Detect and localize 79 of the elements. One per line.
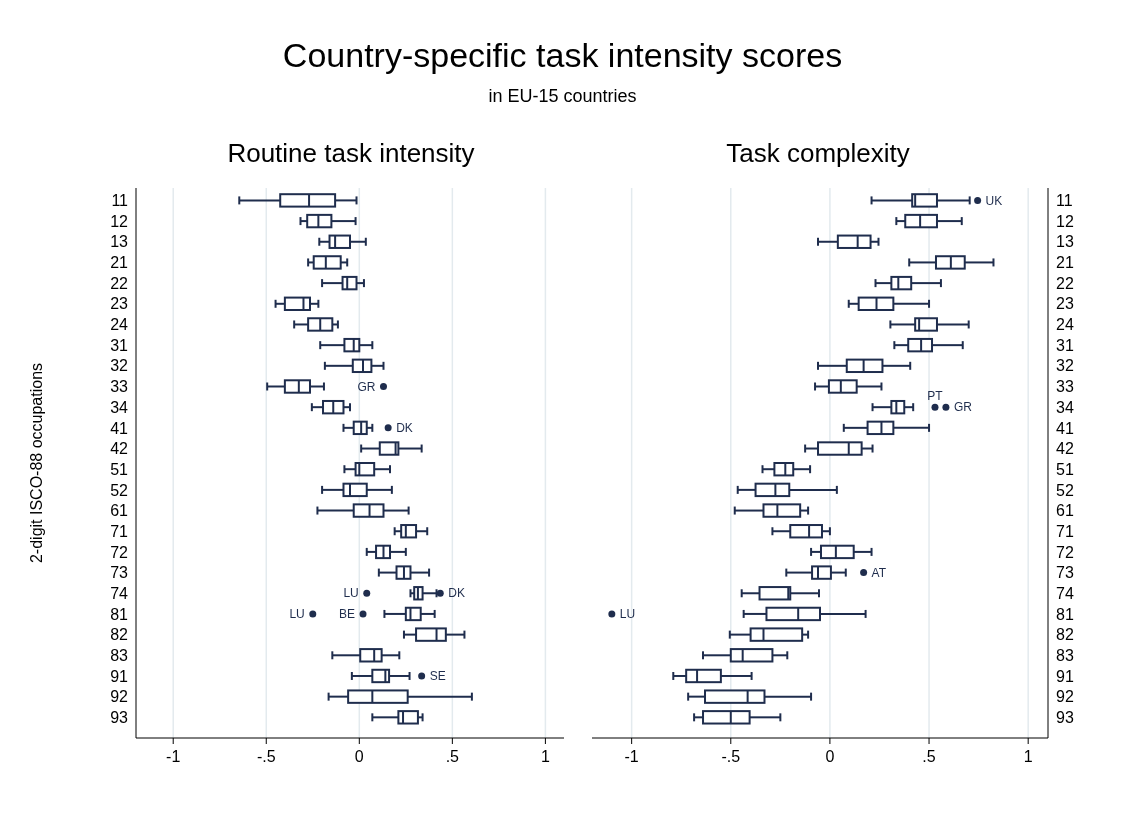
x-tick-label: 1	[540, 748, 550, 766]
data-label: GR	[953, 400, 973, 415]
y-tick-label: 93	[110, 709, 129, 726]
y-tick-label: 52	[1056, 481, 1074, 499]
y-tick-label: 71	[1056, 522, 1074, 540]
x-tick-label: -1	[166, 748, 181, 766]
y-axis-title: 2-digit ISCO-88 occupations	[27, 362, 45, 564]
y-tick-label: 51	[110, 460, 129, 478]
y-tick-label: 31	[110, 336, 129, 354]
x-tick-label: 0	[825, 748, 835, 766]
y-tick-label: 31	[1056, 336, 1074, 354]
text: Country-specific task intensity scores	[281, 36, 844, 75]
data-label: GR	[357, 379, 376, 394]
y-tick-label: 61	[110, 502, 129, 520]
y-tick-label: 13	[110, 233, 129, 251]
y-tick-label: 34	[1056, 398, 1074, 416]
y-tick-label: 41	[1056, 419, 1074, 437]
y-tick-label: 82	[110, 626, 129, 644]
y-tick-label: 51	[1056, 460, 1074, 478]
y-tick-label: 83	[110, 646, 129, 664]
y-tick-label: 22	[110, 274, 129, 292]
y-tick-label: 92	[110, 688, 129, 706]
y-tick-label: 24	[1056, 316, 1074, 334]
data-label: AT	[871, 565, 887, 580]
y-tick-label: 24	[110, 316, 129, 334]
y-tick-label: 81	[110, 605, 129, 623]
x-tick-label: -1	[624, 748, 639, 766]
y-tick-label: 71	[110, 522, 129, 540]
y-tick-label: 82	[1056, 626, 1074, 644]
x-tick-label: 0	[354, 748, 364, 766]
y-tick-label: 83	[1056, 646, 1074, 664]
x-tick-label: .5	[445, 748, 460, 766]
y-tick-label: 32	[1056, 357, 1074, 375]
y-tick-label: 74	[1056, 584, 1074, 602]
data-label: DK	[448, 586, 465, 601]
y-tick-label: 33	[1056, 378, 1074, 396]
y-tick-label: 12	[1056, 212, 1074, 230]
y-tick-label: 81	[1056, 605, 1074, 623]
y-tick-label: 32	[110, 357, 129, 375]
y-tick-label: 73	[110, 564, 129, 582]
y-tick-label: 61	[1056, 502, 1074, 520]
y-tick-label: 11	[111, 192, 129, 210]
x-tick-label: 1	[1023, 748, 1033, 766]
y-tick-label: 42	[110, 440, 129, 458]
data-label: LU	[619, 607, 636, 622]
y-tick-label: 42	[1056, 440, 1074, 458]
y-tick-label: 23	[1056, 295, 1074, 313]
chart-title: Task complexity	[725, 138, 911, 170]
chart-title: Routine task intensity	[226, 138, 476, 170]
y-tick-label: 22	[1056, 274, 1074, 292]
text: in EU-15 countries	[487, 86, 638, 107]
y-tick-label: 52	[110, 481, 129, 499]
data-label: BE	[339, 607, 356, 622]
y-tick-label: 91	[110, 667, 129, 685]
data-label: LU	[289, 607, 305, 622]
x-tick-label: -.5	[256, 748, 276, 766]
y-tick-label: 11	[1056, 192, 1073, 210]
x-tick-label: .5	[922, 748, 936, 766]
y-tick-label: 12	[110, 212, 129, 230]
y-tick-label: 92	[1056, 688, 1074, 706]
y-tick-label: 91	[1056, 667, 1074, 685]
y-tick-label: 23	[110, 295, 129, 313]
y-tick-label: 34	[110, 398, 129, 416]
data-label: SE	[429, 669, 446, 684]
data-label: UK	[985, 193, 1003, 208]
y-tick-label: 93	[1056, 709, 1074, 726]
y-tick-label: 41	[110, 419, 129, 437]
y-tick-label: 72	[110, 543, 129, 561]
y-tick-label: 21	[110, 254, 129, 272]
data-label: LU	[343, 586, 359, 601]
y-tick-label: 33	[110, 378, 129, 396]
y-tick-label: 74	[110, 584, 129, 602]
y-tick-label: 73	[1056, 564, 1074, 582]
y-tick-label: 13	[1056, 233, 1074, 251]
data-label: DK	[396, 421, 413, 436]
x-tick-label: -.5	[721, 748, 741, 766]
y-tick-label: 72	[1056, 543, 1074, 561]
data-label: PT	[927, 389, 944, 404]
y-tick-label: 21	[1056, 254, 1074, 272]
